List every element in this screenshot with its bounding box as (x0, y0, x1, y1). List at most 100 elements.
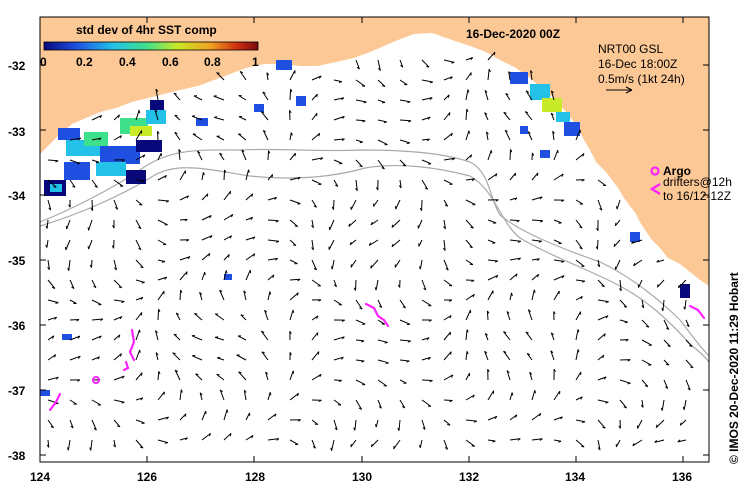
current-vector (443, 157, 455, 161)
current-vector (597, 419, 606, 429)
current-vector-head (361, 360, 365, 363)
current-vector (465, 439, 475, 447)
lon-tick-label: 126 (137, 470, 157, 484)
current-vector-head (370, 221, 373, 226)
current-vector-head (95, 161, 99, 164)
current-vector (508, 71, 511, 81)
current-vector-head (603, 376, 607, 380)
colorbar-tick-2: 0.4 (119, 55, 136, 69)
current-vector-head (472, 294, 475, 298)
current-vector (685, 379, 691, 391)
current-vector-head (158, 308, 161, 313)
current-vector (113, 439, 116, 448)
current-vector-head (661, 307, 664, 312)
current-vector (289, 439, 299, 445)
argo-legend-label: Argo (663, 164, 691, 178)
current-vector (575, 311, 582, 321)
current-vector-head (631, 240, 634, 244)
current-vector-head (297, 203, 301, 205)
current-vector-head (374, 287, 377, 291)
current-vector (509, 219, 520, 222)
current-vector-head (164, 276, 168, 280)
current-vector (350, 439, 357, 448)
current-vector (91, 179, 98, 188)
current-vector (421, 419, 426, 430)
current-vector (261, 351, 269, 361)
current-vector (395, 199, 401, 210)
current-vector-head (603, 333, 606, 337)
current-vector (398, 419, 401, 431)
current-vector (552, 131, 555, 141)
current-vector (216, 135, 225, 141)
current-vector (201, 193, 209, 201)
current-vector (223, 190, 232, 201)
current-vector-head (375, 424, 377, 428)
current-vector-head (424, 187, 428, 190)
current-vector-head (536, 172, 539, 176)
current-vector (157, 276, 167, 281)
current-vector (509, 149, 511, 161)
current-vector (289, 176, 301, 181)
current-vector-head (71, 286, 75, 290)
current-vector (443, 76, 453, 81)
current-vector-head (428, 357, 431, 360)
current-vector-head (158, 371, 161, 375)
current-vector-head (314, 423, 318, 425)
current-vector-head (51, 286, 56, 289)
current-vector (484, 333, 489, 341)
current-vector (113, 199, 119, 210)
current-vector-head (536, 258, 540, 261)
current-vector (91, 114, 102, 121)
current-vector-head (72, 185, 76, 188)
current-vector (421, 97, 433, 101)
current-vector-head (154, 109, 158, 113)
current-vector (195, 373, 203, 381)
current-vector-head (550, 350, 554, 354)
current-vector-head (140, 297, 144, 300)
current-vector-head (451, 61, 455, 64)
current-vector-head (450, 133, 453, 137)
current-vector-head (330, 266, 333, 270)
current-vector (503, 331, 511, 341)
current-vector-head (619, 288, 622, 292)
current-vector-head (87, 246, 90, 250)
current-vector-head (98, 137, 102, 141)
current-vector (350, 259, 357, 268)
current-vector-head (383, 121, 387, 124)
current-vector-head (138, 110, 141, 114)
current-vector (172, 352, 181, 361)
current-vector-head (50, 426, 54, 429)
current-vector-head (262, 91, 266, 94)
current-vector-head (515, 414, 518, 418)
current-vector (355, 99, 367, 103)
current-vector (135, 349, 141, 361)
current-vector (214, 116, 225, 121)
current-vector (531, 273, 539, 281)
current-vector (91, 259, 93, 268)
current-vector-head (208, 253, 211, 257)
current-vector (394, 259, 401, 268)
current-vector (262, 130, 269, 141)
current-vector (487, 239, 496, 244)
current-vector-head (426, 65, 430, 68)
current-vector-head (560, 416, 563, 420)
current-vector (355, 339, 365, 342)
current-vector (679, 419, 687, 426)
current-vector-head (504, 129, 508, 133)
current-vector (91, 356, 100, 361)
current-vector (311, 157, 323, 161)
current-vector (355, 399, 363, 410)
current-vector-head (495, 199, 499, 202)
current-vector (155, 352, 159, 361)
current-vector (46, 219, 49, 229)
current-vector (47, 279, 56, 289)
current-vector (421, 79, 433, 83)
current-vector (289, 70, 296, 81)
current-vector-head (419, 207, 423, 211)
current-vector-head (333, 284, 337, 288)
current-vector (487, 150, 492, 161)
current-vector (223, 213, 234, 221)
current-vector-head (665, 386, 669, 389)
current-vector (201, 253, 211, 261)
current-vector-head (510, 149, 513, 153)
